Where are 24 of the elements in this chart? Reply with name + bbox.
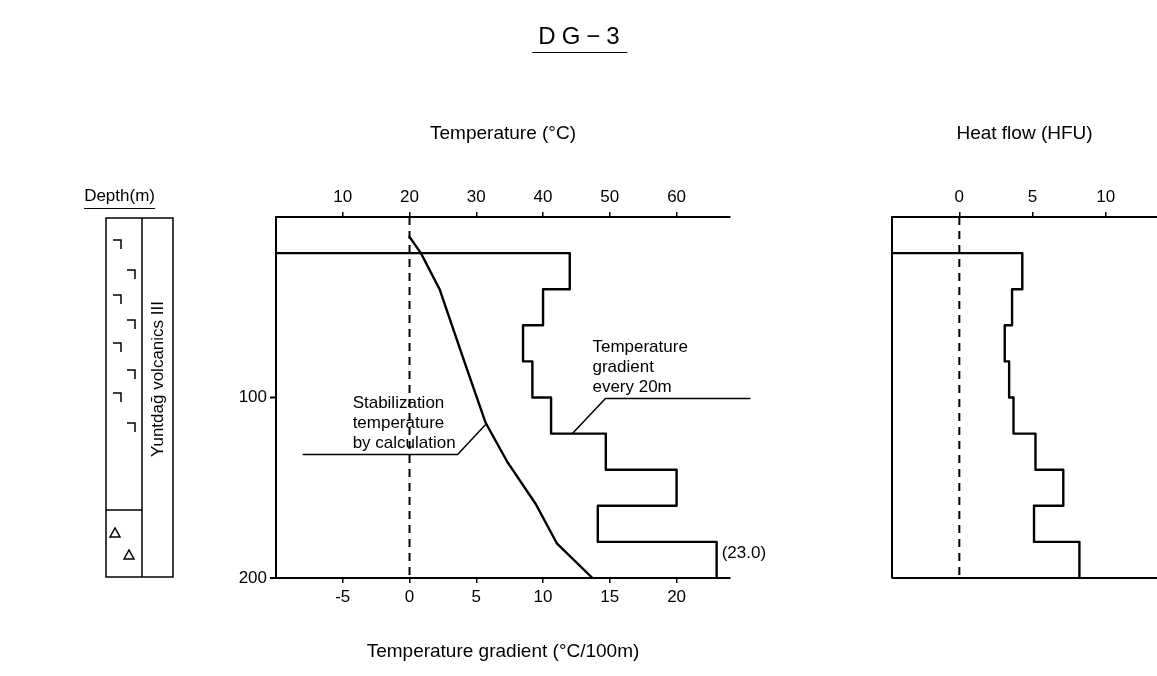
chart-title: DG−3 — [532, 22, 628, 53]
x-tick-label: 0 — [954, 187, 965, 207]
text: Yuntdağ volcanics III — [148, 301, 168, 458]
x-tick-label: 20 — [667, 586, 687, 606]
x-tick-label: -5 — [335, 586, 351, 606]
x2-tick-label: 30 — [466, 187, 486, 207]
annotation: Stabilization temperature by calculation — [352, 392, 456, 453]
x-tick-label: 10 — [533, 586, 553, 606]
y-tick-label: 200 — [238, 567, 267, 587]
y-axis-title: Depth(m) — [84, 186, 155, 209]
annotation: Temperature gradient every 20m — [592, 336, 688, 397]
y-tick-label: 100 — [238, 387, 267, 407]
x-tick-label: 5 — [471, 586, 482, 606]
x-tick-label: 0 — [404, 586, 415, 606]
x-axis-title: Heat flow (HFU) — [956, 121, 1093, 143]
x-axis-title: Temperature gradient (°C/100m) — [366, 639, 640, 661]
x2-tick-label: 60 — [667, 187, 687, 207]
annotation: (23.0) — [721, 542, 767, 563]
x-tick-label: 5 — [1027, 187, 1038, 207]
x2-tick-label: 50 — [600, 187, 620, 207]
x-tick-label: 10 — [1096, 187, 1116, 207]
x2-tick-label: 40 — [533, 187, 553, 207]
x-tick-label: 15 — [600, 586, 620, 606]
x2-axis-title: Temperature (°C) — [430, 121, 576, 143]
